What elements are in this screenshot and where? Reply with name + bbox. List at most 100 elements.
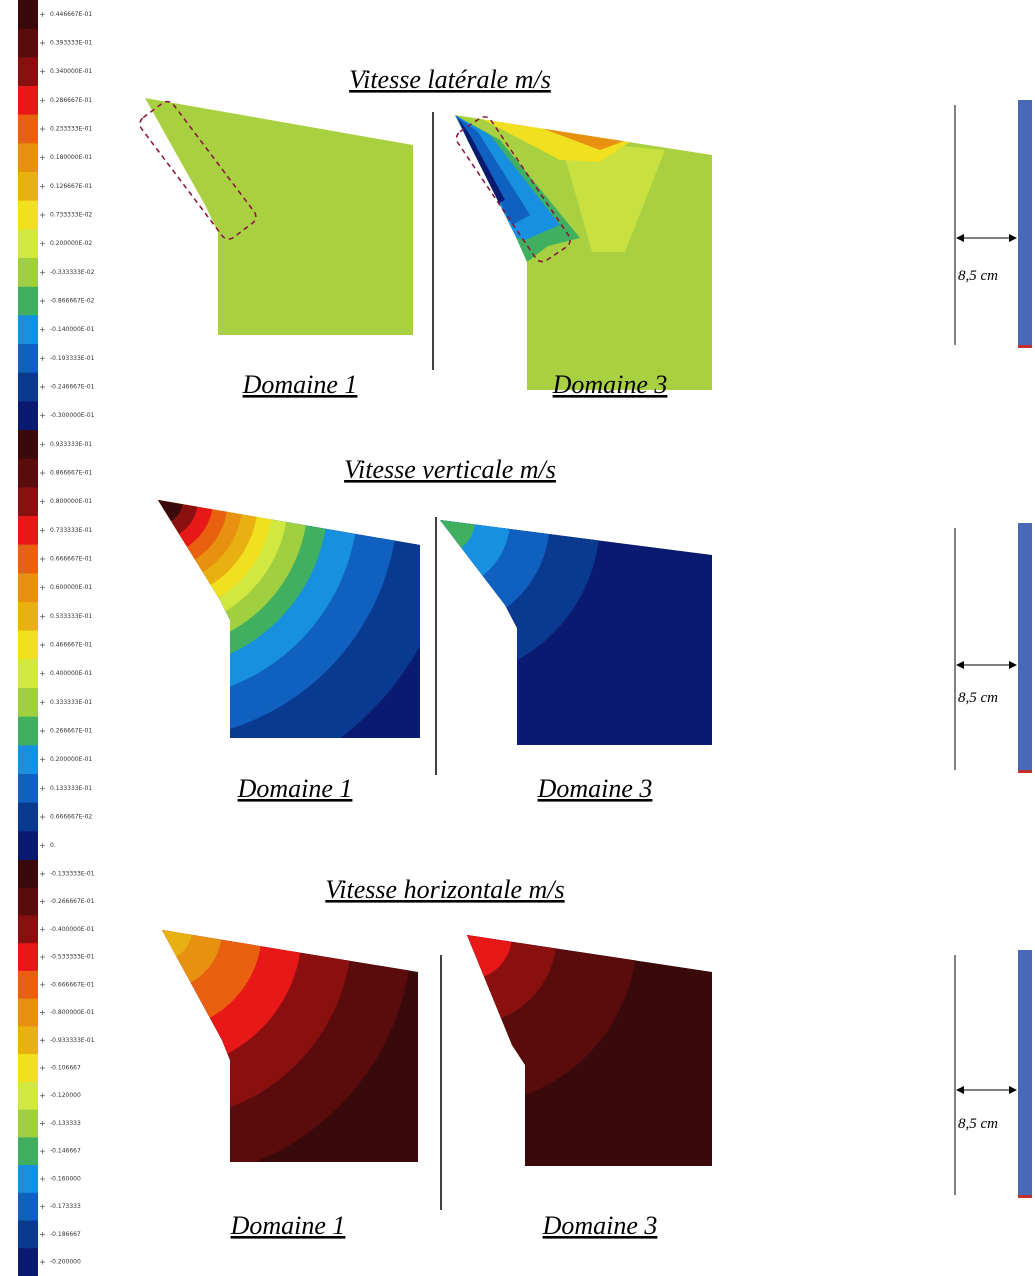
legend-label: -0.266667E-01 <box>50 898 95 905</box>
contour-band <box>467 935 512 980</box>
contour-band <box>467 935 557 1025</box>
legend-tick <box>40 298 45 304</box>
legend-swatch <box>18 229 38 259</box>
legend-swatch <box>18 0 38 30</box>
legend-label: 0.933333E-01 <box>50 441 92 448</box>
legend-tick <box>40 355 45 361</box>
legend-tick <box>40 785 45 791</box>
wall-base <box>1018 770 1032 773</box>
legend-swatch <box>18 915 38 944</box>
contour-band <box>162 930 262 1030</box>
legend-label: -0.200000 <box>50 1259 81 1266</box>
legend-label: -0.160000 <box>50 1175 81 1182</box>
legend-swatch <box>18 516 38 546</box>
legend-tick <box>40 814 45 820</box>
legend-label: -0.333333E-02 <box>50 269 95 276</box>
legend-tick <box>40 728 45 734</box>
legend-label: 0.400000E-01 <box>50 670 92 677</box>
contour-band <box>440 520 550 630</box>
legend-tick <box>40 126 45 132</box>
legend-tick <box>40 499 45 505</box>
legend-swatch <box>18 630 38 660</box>
legend-label: 0.233333E-01 <box>50 126 92 133</box>
legend-tick <box>40 97 45 103</box>
legend-tick <box>40 843 45 849</box>
legend-label: 0.393333E-01 <box>50 40 92 47</box>
domain-field <box>145 98 413 335</box>
contour-band <box>467 935 712 1166</box>
legend-swatch <box>18 970 38 1000</box>
legend-swatch <box>18 998 38 1027</box>
panel-title: Vitesse latérale m/s <box>349 65 551 94</box>
legend-swatch <box>18 602 38 632</box>
legend-tick <box>40 699 45 705</box>
legend-swatch <box>18 716 38 746</box>
dimension-label: 8,5 cm <box>958 1116 998 1132</box>
domain-field <box>440 520 712 745</box>
legend-swatch <box>18 831 38 861</box>
legend-swatch <box>18 430 38 460</box>
legend-swatch <box>18 688 38 718</box>
legend-tick <box>40 155 45 161</box>
legend-label: -0.800000E-01 <box>50 1009 95 1016</box>
legend-label: 0.446667E-01 <box>50 11 92 18</box>
legend-label: -0.146667 <box>50 1148 81 1155</box>
legend-label: 0.733333E-02 <box>50 212 92 219</box>
legend-label: -0.246667E-01 <box>50 384 95 391</box>
legend-swatch <box>18 286 38 316</box>
legend-swatch <box>18 745 38 775</box>
legend-tick <box>40 212 45 218</box>
legend-label: 0.126667E-01 <box>50 183 92 190</box>
legend-swatch <box>18 143 38 173</box>
legend-tick <box>40 757 45 763</box>
contour-band <box>440 520 712 745</box>
domain-field <box>455 115 712 390</box>
legend-label: -0.140000E-01 <box>50 326 95 333</box>
legend-tick <box>40 1037 45 1043</box>
contour-band <box>145 98 413 335</box>
legend-tick <box>40 241 45 247</box>
legend-label: 0.666667E-02 <box>50 814 92 821</box>
legend-swatch <box>18 344 38 374</box>
legend-label: -0.400000E-01 <box>50 926 95 933</box>
contour-band <box>440 520 475 555</box>
wall-base <box>1018 1195 1032 1198</box>
legend-swatch <box>18 1026 38 1055</box>
legend-label: 0.333333E-01 <box>50 699 92 706</box>
legend-swatch <box>18 172 38 202</box>
legend-swatch <box>18 544 38 574</box>
legend-swatch <box>18 28 38 58</box>
dimension-label: 8,5 cm <box>958 690 998 706</box>
legend-swatch <box>18 1054 38 1083</box>
legend-swatch <box>18 200 38 230</box>
legend-swatch <box>18 943 38 972</box>
legend-tick <box>40 1148 45 1154</box>
panel-title: Vitesse horizontale m/s <box>325 875 564 904</box>
legend-tick <box>40 1204 45 1210</box>
legend-swatch <box>18 1248 38 1276</box>
legend-label: -0.300000E-01 <box>50 412 95 419</box>
legend-label: 0.733333E-01 <box>50 527 92 534</box>
panel-title: Vitesse verticale m/s <box>344 455 556 484</box>
legend-tick <box>40 384 45 390</box>
legend-tick <box>40 871 45 877</box>
panel: 0.446667E-01 0.393333E-01 0.340000E-01 0.28… <box>18 0 1032 431</box>
wall <box>1018 950 1032 1198</box>
legend-label: -0.533333E-01 <box>50 954 95 961</box>
legend-label: -0.106667 <box>50 1065 81 1072</box>
legend-tick <box>40 899 45 905</box>
legend-swatch <box>18 372 38 402</box>
legend-swatch <box>18 258 38 288</box>
legend-label: 0.866667E-01 <box>50 470 92 477</box>
dimension-label: 8,5 cm <box>958 268 998 284</box>
legend-tick <box>40 1176 45 1182</box>
contour-band <box>162 930 192 960</box>
contour-band <box>162 930 222 990</box>
legend-swatch <box>18 114 38 144</box>
legend-swatch <box>18 802 38 832</box>
legend-swatch <box>18 1109 38 1138</box>
legend-tick <box>40 1065 45 1071</box>
legend-swatch <box>18 1165 38 1194</box>
legend-label: 0. <box>50 842 56 849</box>
contour-band <box>158 500 183 525</box>
